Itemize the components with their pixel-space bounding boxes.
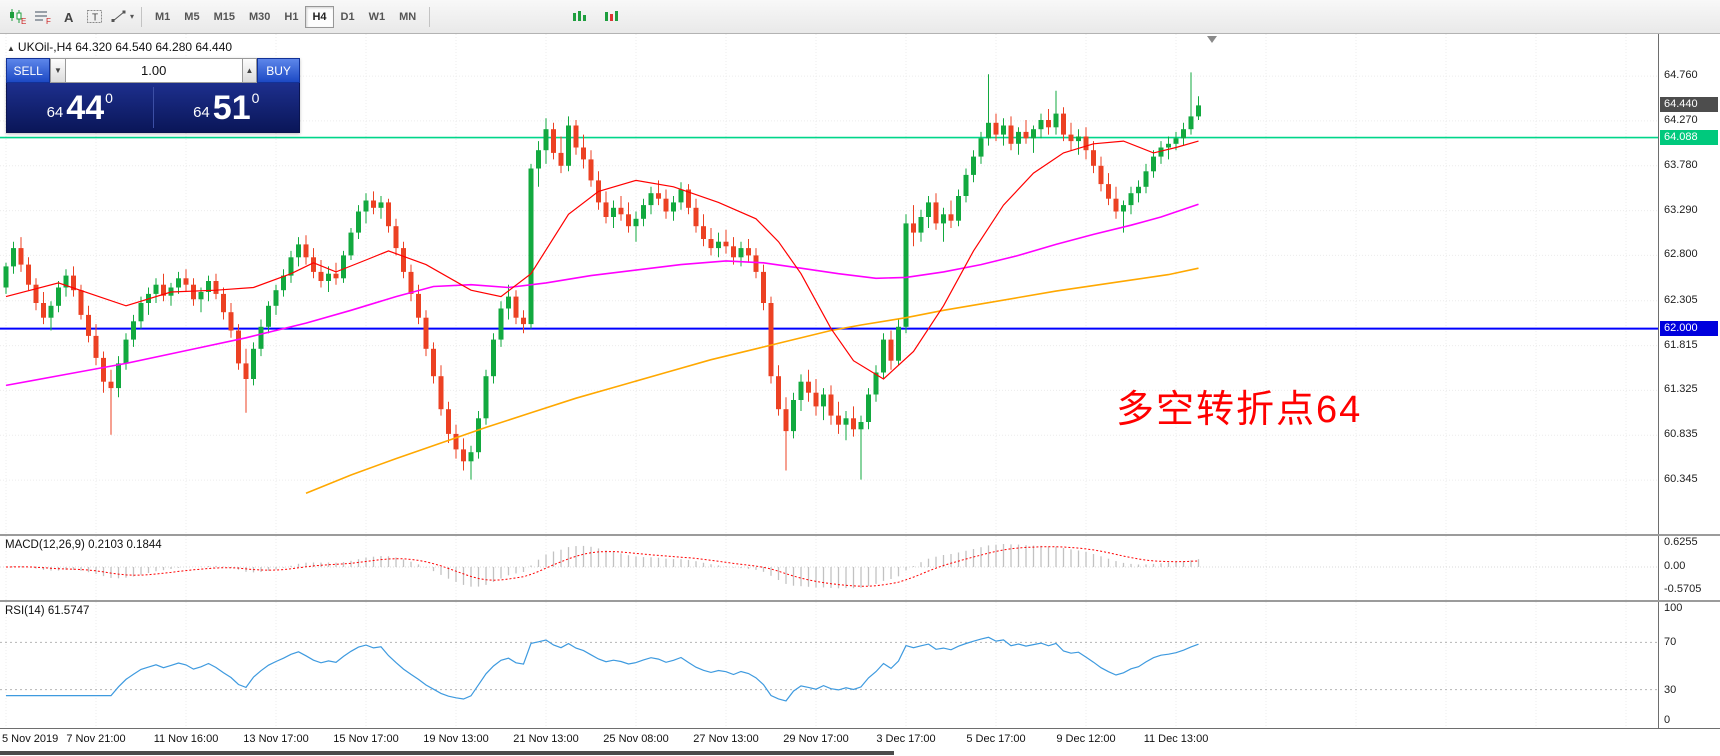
bid-pip: 0 [105, 89, 113, 106]
green-level-badge: 64.088 [1660, 129, 1718, 145]
indicator-bars-mixed-icon[interactable] [598, 5, 624, 29]
svg-text:E: E [21, 17, 26, 25]
toolbar-right-icons [566, 5, 624, 29]
indicator-bars-green-icon[interactable] [566, 5, 592, 29]
timeframe-mn[interactable]: MN [392, 6, 423, 28]
volume-input[interactable] [65, 58, 242, 83]
time-axis-label: 13 Nov 17:00 [243, 733, 309, 745]
timeframe-w1[interactable]: W1 [362, 6, 393, 28]
timeframe-m30[interactable]: M30 [242, 6, 277, 28]
volume-dropdown-button[interactable]: ▼ [50, 58, 66, 83]
chart-shift-marker-icon [1207, 36, 1217, 43]
rsi-axis-tick: 100 [1664, 602, 1683, 614]
main-chart-pane: ▲ UKOil-,H4 64.320 64.540 64.280 64.440 S… [0, 34, 1720, 534]
ask-price[interactable]: 64 51 0 [154, 83, 300, 132]
bid-ask-divider [152, 87, 154, 128]
symbol-ohlc-label: UKOil-,H4 64.320 64.540 64.280 64.440 [17, 40, 233, 54]
macd-axis[interactable]: 0.6255 0.00 -0.5705 [1658, 536, 1720, 600]
collapse-arrow-icon[interactable]: ▲ [7, 44, 15, 53]
horizontal-scrollbar [0, 750, 1720, 756]
timeframe-group: M1 M5 M15 M30 H1 H4 D1 W1 MN [148, 5, 423, 28]
macd-axis-tick: 0.00 [1664, 560, 1686, 572]
blue-level-badge: 62.000 [1660, 320, 1718, 336]
one-click-trade-panel: SELL ▼ ▲ BUY 64 44 0 64 51 0 [6, 58, 300, 133]
timeframe-h1[interactable]: H1 [277, 6, 305, 28]
rsi-pane: RSI(14) 61.5747 100 70 30 0 [0, 600, 1720, 728]
draw-tools-icon[interactable]: ▾ [108, 5, 135, 29]
chart-header: ▲ UKOil-,H4 64.320 64.540 64.280 64.440 [7, 40, 232, 54]
scrollbar-thumb[interactable] [0, 751, 895, 755]
time-axis-label: 11 Nov 16:00 [153, 733, 219, 745]
rsi-axis-tick: 0 [1664, 714, 1671, 726]
toolbar-separator [141, 6, 143, 27]
bid-price[interactable]: 64 44 0 [7, 83, 153, 132]
time-axis[interactable]: 5 Nov 2019 7 Nov 21:00 11 Nov 16:00 13 Nov … [0, 728, 1720, 750]
price-axis-tick: 61.325 [1664, 383, 1698, 396]
rsi-label: RSI(14) 61.5747 [5, 605, 90, 617]
trade-panel-controls: SELL ▼ ▲ BUY [6, 58, 300, 83]
timeframe-m5[interactable]: M5 [177, 6, 206, 28]
bid-ask-display: 64 44 0 64 51 0 [6, 83, 300, 133]
toolbar: E F A T ▾ M1 M5 M15 M30 H1 H4 D1 W1 MN [0, 0, 1720, 34]
time-axis-label: 25 Nov 08:00 [603, 733, 669, 745]
current-price-badge: 64.440 [1660, 97, 1718, 113]
price-axis-tick: 60.835 [1664, 428, 1698, 441]
price-axis-tick: 64.270 [1664, 113, 1698, 126]
price-axis-tick: 62.800 [1664, 248, 1698, 261]
rsi-axis-tick: 70 [1664, 636, 1677, 649]
time-axis-label: 15 Nov 17:00 [333, 733, 399, 745]
timeframe-m1[interactable]: M1 [148, 6, 177, 28]
rsi-axis[interactable]: 100 70 30 0 [1658, 602, 1720, 728]
chart-stack: ▲ UKOil-,H4 64.320 64.540 64.280 64.440 S… [0, 34, 1720, 756]
price-axis-tick: 60.345 [1664, 473, 1698, 486]
rsi-axis-tick: 30 [1664, 683, 1677, 696]
time-axis-label: 5 Nov 2019 [2, 733, 59, 745]
volume-increase-button[interactable]: ▲ [241, 58, 258, 83]
svg-text:F: F [46, 17, 51, 25]
svg-text:T: T [92, 13, 98, 24]
macd-label: MACD(12,26,9) 0.2103 0.1844 [5, 539, 162, 551]
chart-type-candles-icon[interactable]: E [4, 5, 30, 29]
macd-pane: MACD(12,26,9) 0.2103 0.1844 0.6255 0.00 -0… [0, 534, 1720, 600]
time-axis-label: 5 Dec 17:00 [966, 733, 1026, 745]
svg-text:A: A [64, 10, 74, 25]
time-axis-label: 27 Nov 13:00 [693, 733, 759, 745]
ask-prefix: 64 [193, 104, 210, 121]
time-axis-label: 11 Dec 13:00 [1143, 733, 1209, 745]
price-axis-tick: 61.815 [1664, 338, 1698, 351]
price-axis-tick: 64.760 [1664, 69, 1698, 82]
macd-axis-tick: 0.6255 [1664, 536, 1698, 548]
toolbar-separator [429, 6, 431, 27]
price-axis-tick: 63.780 [1664, 158, 1698, 171]
time-axis-label: 7 Nov 21:00 [66, 733, 126, 745]
annotate-letter-icon[interactable]: A [56, 5, 82, 29]
time-axis-label: 19 Nov 13:00 [423, 733, 489, 745]
time-axis-label: 29 Nov 17:00 [783, 733, 849, 745]
rsi-canvas[interactable] [0, 602, 1658, 728]
time-axis-label: 21 Nov 13:00 [513, 733, 579, 745]
chart-grid-icon[interactable]: F [30, 5, 56, 29]
price-axis-tick: 63.290 [1664, 203, 1698, 216]
time-axis-label: 3 Dec 17:00 [876, 733, 936, 745]
buy-button[interactable]: BUY [257, 58, 300, 83]
bid-main: 44 [66, 88, 105, 127]
toolbar-left-icons: E F A T ▾ [4, 5, 135, 29]
macd-axis-tick: -0.5705 [1664, 582, 1702, 595]
timeframe-m15[interactable]: M15 [207, 6, 242, 28]
price-axis[interactable]: 64.440 64.088 62.000 64.760 64.270 63.780 6… [1658, 34, 1720, 534]
text-box-tool-icon[interactable]: T [82, 5, 108, 29]
ask-pip: 0 [251, 89, 260, 106]
timeframe-d1[interactable]: D1 [334, 6, 362, 28]
sell-button[interactable]: SELL [6, 58, 51, 83]
bid-prefix: 64 [46, 104, 64, 121]
ask-main: 51 [212, 88, 251, 127]
price-axis-tick: 62.305 [1664, 293, 1698, 306]
macd-canvas[interactable] [0, 536, 1658, 600]
chart-annotation-text: 多空转折点64 [1116, 389, 1363, 431]
time-axis-label: 9 Dec 12:00 [1056, 733, 1116, 745]
timeframe-h4[interactable]: H4 [305, 5, 334, 28]
